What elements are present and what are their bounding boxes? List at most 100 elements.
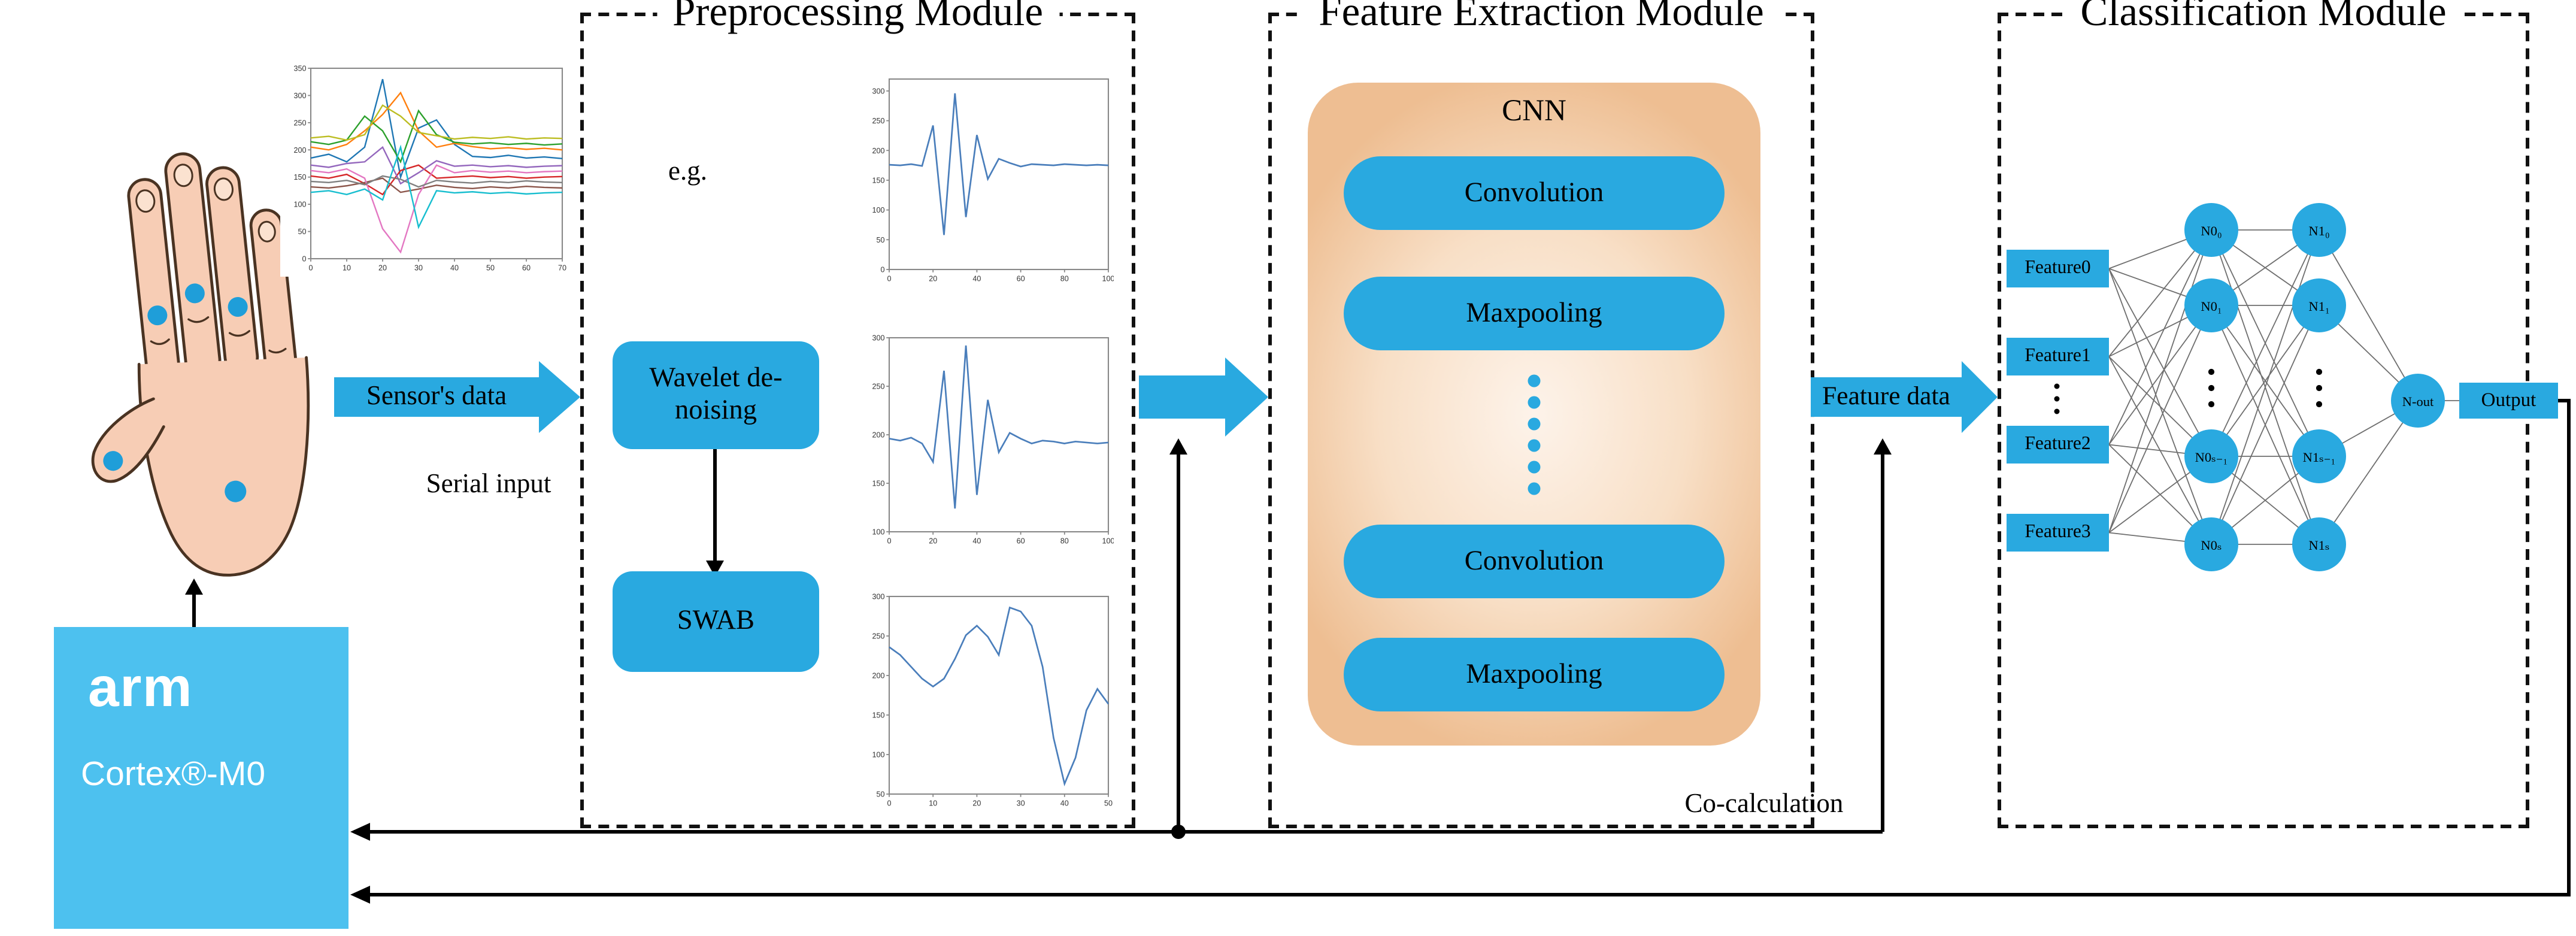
svg-text:200: 200 — [872, 672, 884, 680]
svg-text:100: 100 — [1102, 275, 1114, 283]
svg-text:50: 50 — [486, 264, 495, 272]
module-flow-arrow — [1139, 358, 1268, 437]
arrowhead-left-mcu-2 — [350, 886, 370, 904]
svg-text:40: 40 — [972, 275, 981, 283]
svg-text:0: 0 — [302, 255, 306, 263]
preprocessing-module-box: Preprocessing Module — [580, 0, 1135, 828]
hidden1-ellipsis-dots — [2208, 368, 2215, 408]
sensor-dots — [103, 283, 248, 502]
hidden2-node-0: N1₀ — [2292, 203, 2346, 257]
svg-text:150: 150 — [872, 176, 884, 184]
svg-text:0: 0 — [887, 799, 891, 808]
svg-text:30: 30 — [414, 264, 423, 272]
svg-text:50: 50 — [1104, 799, 1113, 808]
svg-text:200: 200 — [293, 146, 306, 155]
svg-text:60: 60 — [1017, 275, 1025, 283]
feature-input-1: Feature1 — [2007, 338, 2109, 375]
svg-text:20: 20 — [929, 275, 937, 283]
output-feedback-line — [354, 399, 2571, 896]
hidden2-node-1: N1₁ — [2292, 278, 2346, 332]
svg-text:300: 300 — [872, 334, 884, 343]
palm — [137, 356, 310, 577]
svg-text:50: 50 — [298, 228, 306, 236]
svg-text:250: 250 — [872, 383, 884, 391]
classification-module-title: Classification Module — [2064, 0, 2463, 38]
hidden2-ellipsis-dots — [2316, 368, 2323, 408]
svg-text:0: 0 — [880, 266, 884, 274]
svg-text:300: 300 — [872, 593, 884, 601]
svg-text:70: 70 — [558, 264, 566, 272]
arrowhead-down-swab — [706, 561, 724, 577]
svg-text:250: 250 — [293, 119, 306, 127]
knuckle-creases — [150, 316, 287, 354]
cnn-title: CNN — [1502, 93, 1566, 128]
svg-text:100: 100 — [872, 751, 884, 759]
feature-extraction-module-title: Feature Extraction Module — [1302, 0, 1780, 38]
feature-input-0: Feature0 — [2007, 250, 2109, 287]
svg-text:60: 60 — [1017, 537, 1025, 546]
svg-text:40: 40 — [1060, 799, 1069, 808]
arrowhead-up-feature-arrow — [1874, 438, 1892, 455]
hand-illustration — [32, 86, 338, 580]
svg-text:50: 50 — [876, 790, 884, 799]
svg-text:150: 150 — [872, 480, 884, 488]
cnn-ellipsis-dots — [1528, 374, 1541, 495]
svg-text:50: 50 — [876, 236, 884, 244]
svg-text:20: 20 — [929, 537, 937, 546]
input-ellipsis-dots — [2054, 383, 2060, 414]
arm-logo: arm — [88, 656, 193, 719]
swab-signal-chart: 0 10 20 30 40 50 50 100 150 200 250 300 — [859, 589, 1114, 812]
svg-text:40: 40 — [972, 537, 981, 546]
svg-text:250: 250 — [872, 632, 884, 641]
feature-data-label: Feature data — [1822, 381, 1950, 411]
feature-input-3: Feature3 — [2007, 514, 2109, 552]
mcu-model-label: Cortex®-M0 — [81, 756, 266, 794]
output-node: N-out — [2391, 374, 2445, 428]
wavelet-denoising-block: Wavelet de-noising — [613, 341, 819, 449]
svg-text:250: 250 — [872, 117, 884, 125]
eg-label: e.g. — [668, 158, 708, 187]
co-calculation-label: Co-calculation — [1684, 790, 1844, 819]
arrowhead-up-module-arrow — [1169, 438, 1187, 455]
mcu-box: arm Cortex®-M0 — [54, 627, 348, 929]
feature-input-2: Feature2 — [2007, 426, 2109, 464]
svg-text:200: 200 — [872, 431, 884, 440]
maxpooling-pill-1: Maxpooling — [1344, 277, 1725, 350]
classification-module-box: Classification Module — [1998, 0, 2529, 828]
svg-text:200: 200 — [872, 147, 884, 155]
svg-text:40: 40 — [450, 264, 459, 272]
svg-text:100: 100 — [872, 528, 884, 537]
sensors-data-label: Sensor's data — [366, 381, 507, 411]
maxpooling-pill-2: Maxpooling — [1344, 638, 1725, 711]
hidden1-node-2: N0ₛ₋₁ — [2184, 429, 2238, 483]
svg-text:80: 80 — [1060, 537, 1069, 546]
svg-text:150: 150 — [872, 711, 884, 720]
svg-text:150: 150 — [293, 173, 306, 181]
svg-text:80: 80 — [1060, 275, 1069, 283]
sensors-data-arrow — [334, 361, 580, 433]
fingernail — [173, 163, 193, 187]
fingernail — [257, 220, 276, 243]
fingernail — [213, 177, 234, 201]
feature-extraction-module-box: Feature Extraction Module — [1268, 0, 1814, 828]
svg-text:0: 0 — [887, 537, 891, 546]
arrowhead-left-mcu-1 — [350, 823, 370, 841]
raw-signal-chart: 0 10 20 30 40 50 60 70 0 50 100 150 200 250 300 350 — [280, 61, 568, 277]
junction-dot — [1171, 825, 1186, 839]
svg-text:60: 60 — [522, 264, 531, 272]
svg-text:10: 10 — [929, 799, 937, 808]
svg-text:20: 20 — [972, 799, 981, 808]
svg-text:100: 100 — [293, 201, 306, 209]
output-box: Output — [2459, 383, 2558, 419]
svg-text:100: 100 — [872, 206, 884, 214]
svg-text:10: 10 — [343, 264, 351, 272]
feature-data-arrow — [1811, 361, 1998, 433]
svg-text:30: 30 — [1017, 799, 1025, 808]
convolution-pill-2: Convolution — [1344, 525, 1725, 598]
denoised-signal-chart-1: 0 20 40 60 80 100 0 50 100 150 200 250 300 — [859, 72, 1114, 287]
hidden1-node-3: N0ₛ — [2184, 517, 2238, 571]
svg-text:0: 0 — [308, 264, 313, 272]
hidden2-node-2: N1ₛ₋₁ — [2292, 429, 2346, 483]
